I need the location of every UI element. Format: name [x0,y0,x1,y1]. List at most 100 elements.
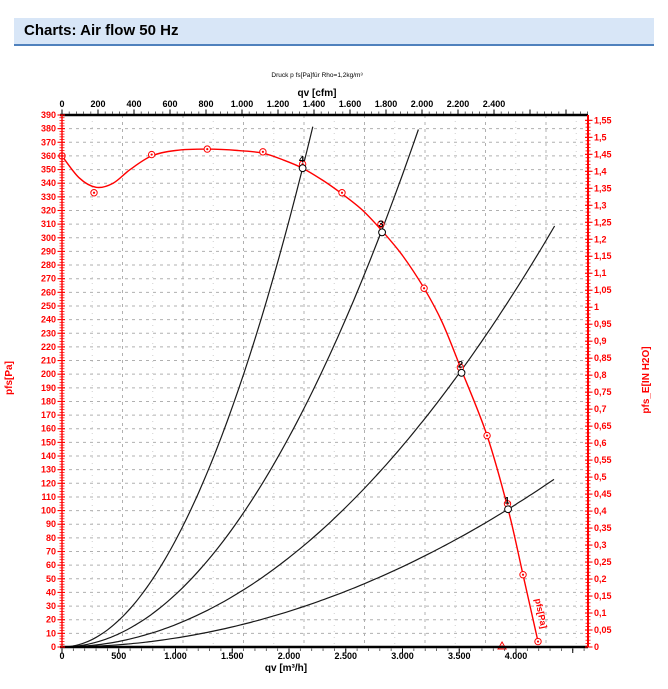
tick-label: 2.200 [447,99,470,109]
tick-label: 340 [41,178,56,188]
data-point-dot [261,150,264,153]
tick-label: 1.400 [303,99,326,109]
tick-label: 300 [41,233,56,243]
operating-point-number: 2 [458,359,463,370]
tick-label: 0,5 [594,472,607,482]
tick-label: 2.400 [483,99,506,109]
system-curve-1 [61,478,555,648]
tick-label: 40 [46,587,56,597]
tick-label: 4.000 [505,651,528,661]
tick-label: 2.500 [334,651,357,661]
tick-label: 1,4 [594,166,607,176]
tick-label: 1,25 [594,217,612,227]
tick-label: 10 [46,628,56,638]
tick-label: 1.200 [267,99,290,109]
tick-label: 1,2 [594,234,607,244]
tick-label: 200 [41,369,56,379]
tick-label: 0 [59,99,64,109]
tick-label: 30 [46,601,56,611]
tick-label: 0,45 [594,489,612,499]
tick-label: 60 [46,560,56,570]
data-point-dot [340,191,344,194]
tick-label: 0,3 [594,540,607,550]
operating-point-number: 4 [299,155,305,166]
tick-label: 1,1 [594,268,607,278]
tick-label: 1.000 [231,99,254,109]
operating-point-4 [298,164,307,173]
tick-label: 0 [51,642,56,652]
tick-label: 0,65 [594,421,612,431]
axis-bottom: 0 500 1.000 1.500 2.000 2.500 3.000 3.500 4.000 [59,645,588,661]
operating-points: 4 3 2 1 [298,155,512,514]
tick-label: 0 [59,651,64,661]
tick-label: 0,85 [594,353,612,363]
data-point-dot [379,223,383,226]
tick-label: 400 [126,99,141,109]
chart-note: Druck p fs[Pa]für Rho=1,2kg/m³ [271,72,363,79]
tick-label: 0,95 [594,319,612,329]
operating-point-2 [457,368,466,377]
tick-label: 1,05 [594,285,612,295]
tick-label: 180 [41,396,56,406]
bottom-axis-title: qv [m³/h] [265,663,307,674]
tick-label: 0,05 [594,625,612,635]
tick-label: 370 [41,137,56,147]
data-point-dot [521,573,525,576]
fan-curve [61,148,539,642]
data-point-dot [506,502,509,505]
tick-label: 50 [46,574,56,584]
tick-label: 600 [162,99,177,109]
tick-label: 1.600 [339,99,362,109]
fan-curve-markers [58,145,542,650]
tick-label: 1 [594,302,599,312]
tick-label: 0,55 [594,455,612,465]
system-curve-3 [61,129,419,648]
tick-label: 1,45 [594,149,612,159]
data-point-dot [485,434,489,437]
tick-label: 230 [41,328,56,338]
tick-label: 0,4 [594,506,607,516]
axis-top: 0 200 400 600 800 1.000 1.200 1.400 1.600 1.800 2.… [59,99,588,117]
tick-label: 0 [594,642,599,652]
tick-label: 130 [41,465,56,475]
tick-label: 140 [41,451,56,461]
tick-label: 3.500 [448,651,471,661]
operating-point-3 [378,228,386,237]
tick-label: 310 [41,219,56,229]
tick-label: 20 [46,615,56,625]
tick-label: 200 [90,99,105,109]
system-curve-4 [61,126,314,648]
tick-label: 170 [41,410,56,420]
operating-point-number: 1 [504,496,510,507]
tick-label: 220 [41,342,56,352]
tick-label: 290 [41,246,56,256]
operating-point-1 [504,505,512,514]
tick-label: 0,7 [594,404,607,414]
tick-label: 260 [41,287,56,297]
tick-label: 2.000 [411,99,434,109]
system-curve-2 [61,225,556,648]
data-point-dot [422,287,426,290]
tick-label: 0,75 [594,387,612,397]
tick-label: 390 [41,110,56,120]
right-axis-title: pfs_E[IN H2O] [641,346,652,413]
data-point-dot [459,366,462,369]
section-header: Charts: Air flow 50 Hz [14,18,654,46]
top-axis-title: qv [cfm] [298,88,337,99]
tick-label: 330 [41,192,56,202]
tick-label: 1,5 [594,132,607,142]
tick-label: 70 [46,547,56,557]
tick-label: 320 [41,205,56,215]
fan-curve-label: pfs[Pa] [533,597,549,629]
axis-titles: Druck p fs[Pa]für Rho=1,2kg/m³ qv [cfm] qv… [4,72,652,674]
tick-label: 100 [41,506,56,516]
tick-label: 240 [41,315,56,325]
tick-label: 1,35 [594,183,612,193]
tick-label: 150 [41,437,56,447]
tick-label: 80 [46,533,56,543]
tick-label: 210 [41,356,56,366]
tick-label: 2.000 [278,651,301,661]
tick-label: 360 [41,151,56,161]
